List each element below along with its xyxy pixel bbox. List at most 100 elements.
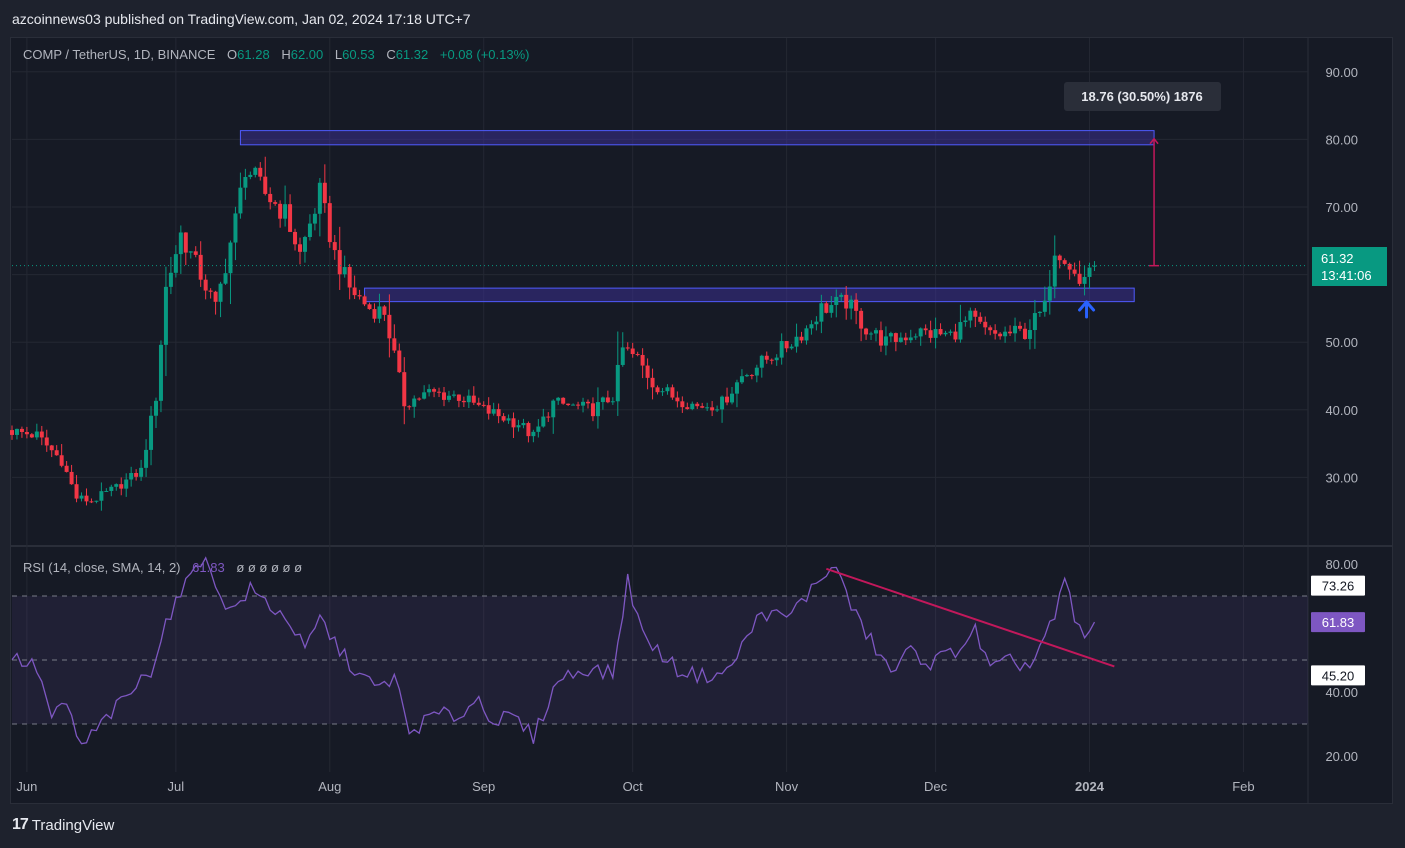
candle-body (317, 182, 322, 214)
candle-body (74, 484, 79, 499)
candle-body (129, 473, 134, 480)
candle-body (208, 290, 213, 292)
candle-body (407, 406, 412, 408)
candle-body (839, 294, 844, 297)
high-value: 62.00 (291, 47, 324, 62)
candle-body (695, 403, 700, 407)
candle-body (913, 336, 918, 338)
candle-body (804, 328, 809, 341)
rsi-current-tag: 61.83 (1311, 612, 1365, 633)
candle-body (784, 341, 789, 349)
candle-body (476, 402, 481, 405)
candle-body (640, 354, 645, 366)
candle-body (298, 244, 302, 252)
candle-body (1082, 276, 1087, 284)
measure-arrow-head (1149, 137, 1159, 145)
candle-body (978, 316, 983, 322)
candle-body (173, 254, 178, 273)
symbol-legend[interactable]: COMP / TetherUS, 1D, BINANCE O61.28 H62.… (23, 47, 530, 62)
rsi-axis-label: 80.00 (1325, 557, 1358, 572)
candle-body (933, 329, 938, 338)
candle-body (958, 322, 963, 340)
candle-body (1062, 260, 1067, 264)
candle-body (774, 357, 779, 361)
candle-body (114, 484, 119, 487)
candle-body (258, 167, 263, 177)
price-axis-label: 70.00 (1325, 200, 1358, 215)
candle-body (302, 237, 307, 252)
candle-body (620, 347, 625, 365)
candle-body (327, 203, 332, 243)
tradingview-logo[interactable]: 17 TradingView (12, 816, 114, 834)
candle-body (89, 501, 94, 503)
candle-body (754, 367, 759, 376)
candle-body (506, 418, 511, 421)
price-axis-label: 40.00 (1325, 403, 1358, 418)
candle-body (521, 423, 526, 426)
candle-body (630, 348, 635, 355)
measure-label: 18.76 (30.50%) 1876 (1064, 82, 1221, 111)
chart-frame (10, 37, 1393, 804)
candle-body (253, 167, 258, 175)
candle-body (1052, 255, 1057, 287)
candle-body (600, 397, 605, 403)
candle-body (928, 330, 933, 338)
candle-body (367, 304, 372, 310)
candle-body (163, 286, 168, 345)
candle-body (660, 391, 665, 393)
candle-body (79, 495, 84, 499)
candle-body (437, 391, 442, 393)
axes: 90.0080.0070.0060.0050.0040.0030.00JunJu… (16, 65, 1365, 794)
candle-body (481, 404, 486, 406)
price-axis-label: 90.00 (1325, 65, 1358, 80)
candle-body (342, 267, 347, 275)
candle-body (814, 321, 819, 325)
candle-body (953, 331, 958, 340)
candle-body (854, 299, 859, 311)
candle-body (387, 314, 392, 339)
candle-body (466, 395, 471, 403)
rsi-current-tag-text: 61.83 (1322, 615, 1355, 630)
candle-body (59, 455, 64, 466)
tradingview-logo-icon: 17 (12, 816, 29, 833)
candle-body (739, 376, 744, 383)
high-label: H (281, 47, 290, 62)
candle-body (49, 445, 54, 451)
rsi-value: 61.83 (192, 560, 225, 575)
candle-body (749, 375, 754, 377)
candle-body (561, 397, 566, 404)
candle-body (273, 202, 278, 204)
candle-body (243, 177, 248, 188)
candle-body (84, 495, 89, 502)
rsi-legend[interactable]: RSI (14, close, SMA, 14, 2) 61.83 ø ø ø … (23, 560, 302, 575)
candle-body (24, 431, 29, 435)
candle-body (799, 336, 804, 341)
candle-body (764, 355, 769, 360)
rsi-lower-tag: 45.20 (1311, 665, 1365, 686)
candle-body (610, 401, 615, 403)
candle-body (158, 344, 163, 401)
candle-body (19, 428, 24, 432)
time-axis-label: Aug (318, 779, 341, 794)
low-value: 60.53 (342, 47, 375, 62)
candle-body (427, 389, 432, 393)
candle-body (883, 336, 888, 346)
candle-body (556, 397, 561, 401)
rsi-upper-tag-bg (1311, 575, 1365, 596)
candle-body (690, 403, 695, 410)
candle-body (918, 328, 923, 337)
candle-body (730, 393, 734, 403)
time-axis-label: Sep (472, 779, 495, 794)
candle-body (680, 401, 685, 408)
candle-body (1042, 300, 1047, 312)
candle-body (1092, 265, 1097, 267)
candle-body (878, 330, 883, 346)
candle-body (248, 174, 253, 178)
candle-body (655, 387, 660, 393)
candle-body (442, 392, 446, 400)
time-axis-label: Feb (1232, 779, 1254, 794)
candle-body (322, 182, 327, 204)
candle-body (571, 404, 576, 406)
rsi-lower-tag-text: 45.20 (1322, 668, 1355, 683)
